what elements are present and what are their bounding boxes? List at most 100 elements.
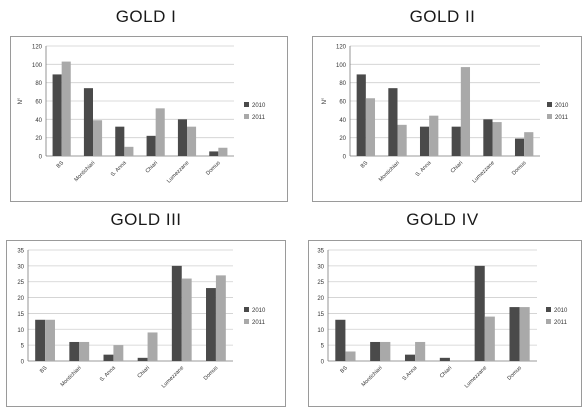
legend-swatch [244, 319, 249, 324]
y-tick-label: 30 [17, 264, 24, 270]
y-tick-label: 5 [321, 344, 325, 350]
bar-2010 [103, 354, 114, 361]
category-label: S. Anna [110, 160, 129, 179]
category-label: Montichiari [73, 160, 96, 183]
y-tick-label: 0 [343, 155, 347, 161]
y-tick-label: 5 [21, 344, 25, 350]
bar-2011 [124, 146, 134, 156]
legend-label: 2010 [252, 308, 266, 314]
bar-2011 [519, 307, 530, 361]
bar-2011 [113, 345, 124, 361]
bar-2011 [79, 341, 90, 361]
bar-2010 [370, 341, 381, 361]
y-tick-label: 20 [317, 296, 324, 302]
bar-2010 [483, 119, 493, 156]
bar-2010 [52, 74, 62, 156]
legend-label: 2010 [555, 103, 569, 109]
bar-2011 [524, 132, 534, 156]
bar-2010 [69, 341, 80, 361]
category-label: Chiari [145, 160, 159, 174]
y-tick-label: 60 [35, 100, 42, 106]
bar-2010 [451, 126, 461, 156]
bar-2010 [35, 319, 46, 361]
category-label: Chiari [137, 365, 151, 379]
bar-2011 [429, 115, 439, 156]
y-tick-label: 0 [321, 360, 325, 366]
category-label: Domus [203, 365, 220, 382]
legend-label: 2010 [252, 103, 266, 109]
y-tick-label: 10 [317, 328, 324, 334]
bar-2011 [45, 319, 55, 361]
category-label: Chiari [439, 365, 453, 379]
legend-swatch [546, 319, 551, 324]
bar-2010 [419, 126, 430, 156]
bar-2011 [181, 278, 192, 361]
bar-2010 [209, 151, 219, 156]
legend-label: 2011 [555, 115, 569, 121]
category-label: BS [39, 365, 49, 375]
category-label: Domus [506, 365, 523, 382]
category-label: Chiari [450, 160, 464, 174]
category-label: BS [360, 160, 370, 170]
y-tick-label: 40 [35, 118, 42, 124]
y-tick-label: 0 [21, 360, 25, 366]
y-tick-label: 20 [35, 136, 42, 142]
chart-title: GOLD I [115, 7, 177, 26]
legend-swatch [244, 114, 249, 119]
category-label: S. Anna [415, 160, 434, 179]
chart-panel-gold-4: GOLD IV 0 5 10 15 20 25 30 35 BS Montichiari S.Ann… [300, 204, 585, 409]
bar-2011 [484, 316, 495, 361]
bar-2010 [404, 354, 416, 361]
bar-2011 [93, 120, 103, 156]
chart-panel-gold-2: GOLD II 0 20 40 60 80 100 120 N° BS Montichiari S.… [300, 0, 585, 204]
y-axis-label: N° [18, 97, 24, 104]
bar-2010 [115, 126, 125, 156]
y-axis-label: N° [322, 97, 328, 104]
bar-chart-gold-2: 0 20 40 60 80 100 120 N° BS Montichiari S. Anna Chi… [322, 45, 569, 185]
bar-2010 [509, 307, 520, 361]
legend-swatch [547, 102, 552, 107]
bar-2010 [474, 265, 485, 361]
y-tick-label: 20 [17, 296, 24, 302]
y-tick-label: 120 [32, 45, 43, 51]
legend-swatch [547, 114, 552, 119]
legend-swatch [244, 307, 249, 312]
category-label: Domus [511, 160, 528, 177]
bar-2011 [365, 98, 376, 156]
y-tick-label: 80 [339, 81, 346, 87]
bar-2011 [218, 147, 228, 156]
category-label: Lumezzane [464, 365, 488, 389]
legend-swatch [244, 102, 249, 107]
bar-chart-gold-1: 0 20 40 60 80 100 120 N° BS Montichiari S. Anna Chi… [18, 45, 266, 185]
bar-2011 [345, 351, 356, 361]
category-label: Montichiari [361, 365, 384, 388]
y-tick-label: 25 [17, 280, 24, 286]
category-label: Lumezzane [161, 365, 185, 389]
chart-frame [308, 240, 582, 407]
bar-2011 [460, 67, 471, 156]
bar-2010 [335, 319, 346, 361]
y-tick-label: 15 [317, 312, 324, 318]
y-tick-label: 10 [17, 328, 24, 334]
bar-2011 [215, 275, 226, 361]
chart-title: GOLD II [409, 7, 476, 26]
y-tick-label: 25 [317, 280, 324, 286]
bar-2010 [514, 138, 525, 156]
bar-chart-gold-4: 0 5 10 15 20 25 30 35 BS Montichiari S.Anna Chiari L… [317, 249, 568, 390]
bar-2010 [146, 135, 156, 156]
legend-label: 2010 [554, 308, 568, 314]
bar-2011 [397, 124, 407, 156]
chart-title: GOLD III [110, 210, 182, 229]
y-tick-label: 35 [17, 249, 24, 255]
bar-2010 [137, 357, 148, 361]
category-label: Montichiari [60, 365, 83, 388]
y-tick-label: 20 [339, 136, 346, 142]
bar-2011 [147, 332, 158, 361]
legend-swatch [546, 307, 551, 312]
bar-2011 [61, 61, 71, 157]
bar-2011 [415, 341, 426, 361]
category-label: Montichiari [378, 160, 401, 183]
category-label: Lumezzane [472, 160, 496, 184]
bar-2010 [83, 88, 93, 156]
y-tick-label: 100 [336, 63, 347, 69]
